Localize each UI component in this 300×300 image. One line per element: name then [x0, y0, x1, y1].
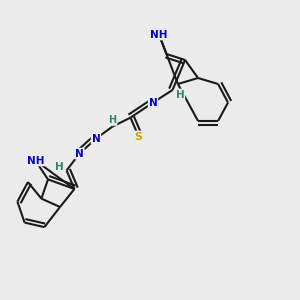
Text: H: H [176, 89, 184, 100]
Text: NH: NH [27, 155, 44, 166]
Text: S: S [135, 131, 142, 142]
Text: H: H [55, 162, 64, 172]
Text: N: N [75, 148, 84, 159]
Text: N: N [148, 98, 158, 108]
Text: NH: NH [150, 29, 168, 40]
Text: H: H [108, 115, 117, 125]
Text: N: N [92, 134, 100, 144]
